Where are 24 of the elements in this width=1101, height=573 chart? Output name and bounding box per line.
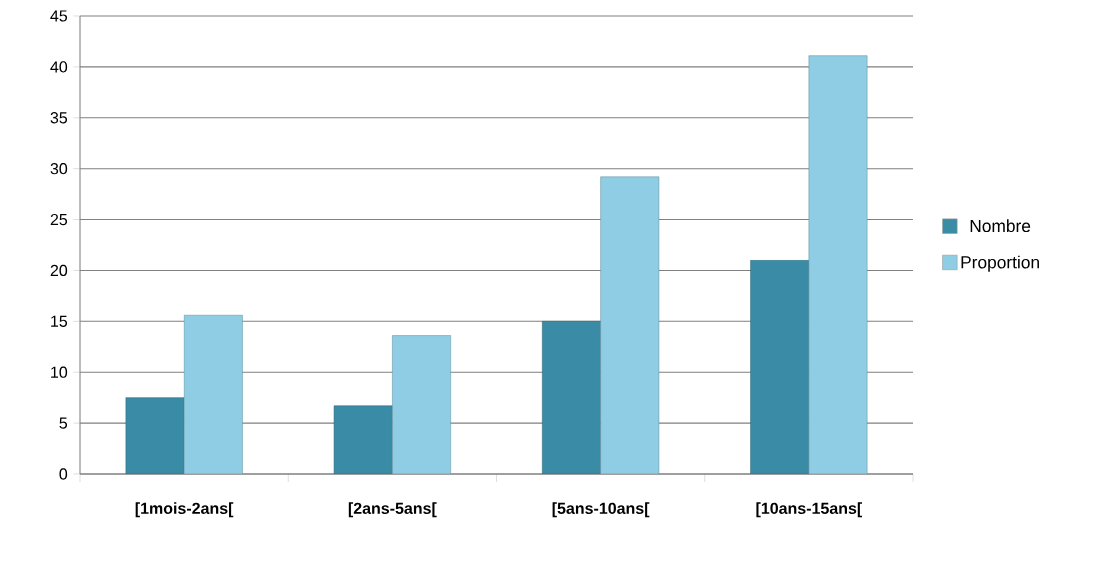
y-tick-label: 5 [59, 417, 68, 429]
y-tick-label: 15 [51, 315, 68, 327]
x-tick-label: [1mois-2ans[ [135, 502, 234, 518]
x-tick-label: [10ans-15ans[ [756, 502, 863, 518]
legend-label: Proportion [961, 255, 1039, 272]
bar [808, 55, 868, 474]
y-tick-label: 20 [50, 264, 68, 277]
bar [333, 405, 393, 474]
bar [750, 259, 810, 474]
y-tick-label: 30 [50, 163, 68, 175]
x-tick-label: [5ans-10ans[ [552, 502, 650, 518]
bar [183, 314, 243, 474]
y-tick-label: 0 [59, 468, 68, 480]
bar [392, 335, 451, 474]
y-tick-label: 25 [50, 213, 68, 226]
y-tick-label: 10 [51, 366, 68, 378]
y-tick-label: 35 [50, 112, 68, 124]
y-tick-label: 45 [50, 10, 68, 22]
y-tick-label: 40 [50, 61, 68, 73]
x-tick-label: [2ans-5ans[ [348, 502, 437, 518]
legend-label: Nombre [970, 219, 1031, 233]
bar [125, 397, 185, 474]
bar [600, 176, 660, 474]
bar [542, 321, 601, 474]
